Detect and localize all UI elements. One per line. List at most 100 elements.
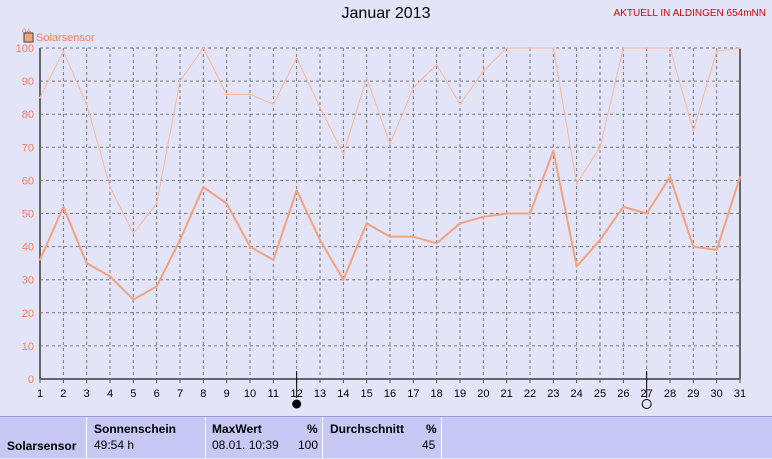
row-label-cell: Solarsensor <box>0 417 86 459</box>
data-point <box>575 265 578 268</box>
data-point <box>365 76 368 79</box>
x-tick-label: 20 <box>477 388 489 400</box>
x-tick-label: 10 <box>244 388 256 400</box>
y-tick-label: 30 <box>22 275 34 287</box>
maxwert-unit: % <box>307 422 318 436</box>
x-tick-label: 31 <box>734 388 746 400</box>
data-point <box>272 258 275 261</box>
data-point <box>435 242 438 245</box>
data-point <box>132 232 135 235</box>
x-tick-label: 11 <box>268 388 279 400</box>
data-point <box>225 93 228 96</box>
data-point <box>132 298 135 301</box>
x-tick-label: 7 <box>177 388 183 400</box>
data-point <box>85 103 88 106</box>
x-tick-label: 3 <box>84 388 90 400</box>
y-tick-label: 50 <box>22 209 34 221</box>
x-tick-label: 16 <box>384 388 396 400</box>
x-tick-label: 5 <box>130 388 136 400</box>
legend-swatch <box>23 32 34 43</box>
maxwert-value: 100 <box>298 438 319 452</box>
data-point <box>599 238 601 241</box>
data-point <box>739 47 741 49</box>
data-point <box>412 86 415 89</box>
data-point <box>365 222 368 225</box>
y-tick-label: 80 <box>22 109 34 121</box>
x-tick-label: 8 <box>200 388 206 400</box>
data-point <box>389 142 391 145</box>
data-point <box>482 215 485 218</box>
x-tick-label: 29 <box>687 388 699 400</box>
data-point <box>435 63 438 66</box>
data-point <box>202 186 205 189</box>
summary-table: Solarsensor Sonnenschein 49:54 h MaxWert… <box>0 416 772 459</box>
y-tick-label: 90 <box>22 76 34 88</box>
data-point <box>739 176 741 179</box>
data-point <box>389 235 391 238</box>
data-point <box>552 149 555 152</box>
x-tick-label: 6 <box>154 388 160 400</box>
data-point <box>645 47 648 49</box>
divider <box>205 417 206 459</box>
data-point <box>482 70 485 73</box>
durchschnitt-header: Durchschnitt <box>330 422 405 436</box>
x-tick-label: 14 <box>337 388 349 400</box>
data-point <box>505 212 508 215</box>
y-tick-label: 10 <box>22 341 34 353</box>
data-point <box>575 182 578 185</box>
durchschnitt-unit: % <box>426 422 437 436</box>
data-point <box>155 285 158 288</box>
y-tick-label: 20 <box>22 308 34 320</box>
data-point <box>459 103 461 106</box>
data-point <box>109 186 111 189</box>
x-tick-label: 25 <box>594 388 606 400</box>
x-tick-label: 28 <box>664 388 676 400</box>
data-point <box>249 245 251 248</box>
data-point <box>39 96 41 99</box>
marker-filled-icon <box>292 399 302 409</box>
x-tick-label: 15 <box>361 388 373 400</box>
x-tick-label: 30 <box>711 388 723 400</box>
x-tick-label: 22 <box>524 388 536 400</box>
x-tick-label: 21 <box>501 388 513 400</box>
x-tick-label: 17 <box>407 388 419 400</box>
sonnenschein-header: Sonnenschein <box>94 422 177 436</box>
data-point <box>692 129 695 132</box>
data-point <box>319 106 321 109</box>
data-point <box>622 47 625 49</box>
sonnenschein-cell: Sonnenschein 49:54 h <box>87 417 205 459</box>
maxwert-header: MaxWert <box>212 422 262 436</box>
divider <box>322 417 323 459</box>
y-tick-label: 60 <box>22 175 34 187</box>
data-point <box>342 278 345 281</box>
data-point <box>155 202 158 205</box>
x-tick-label: 26 <box>617 388 629 400</box>
data-point <box>622 205 625 208</box>
data-point <box>505 47 508 49</box>
x-tick-label: 2 <box>60 388 66 400</box>
data-point <box>692 245 695 248</box>
row-label: Solarsensor <box>7 439 77 453</box>
data-point <box>295 189 298 192</box>
maxwert-cell: MaxWert % 08.01. 10:39 100 <box>206 417 322 459</box>
y-tick-label: 70 <box>22 142 34 154</box>
durchschnitt-value: 45 <box>422 438 436 452</box>
data-point <box>645 212 648 215</box>
x-tick-label: 13 <box>314 388 326 400</box>
data-point <box>599 146 601 149</box>
data-point <box>529 47 531 49</box>
data-point <box>62 205 65 208</box>
data-point <box>715 50 718 53</box>
data-point <box>62 50 65 53</box>
data-point <box>109 275 111 278</box>
station-label: AKTUELL IN ALDINGEN 654mNN <box>613 8 766 19</box>
data-point <box>552 47 555 49</box>
data-point <box>295 56 298 59</box>
sonnenschein-value: 49:54 h <box>94 438 135 452</box>
x-tick-label: 23 <box>547 388 559 400</box>
legend-label: Solarsensor <box>36 32 95 44</box>
marker-open-icon <box>641 399 652 409</box>
x-tick-label: 19 <box>454 388 466 400</box>
durchschnitt-cell: Durchschnitt % 45 <box>323 417 441 459</box>
